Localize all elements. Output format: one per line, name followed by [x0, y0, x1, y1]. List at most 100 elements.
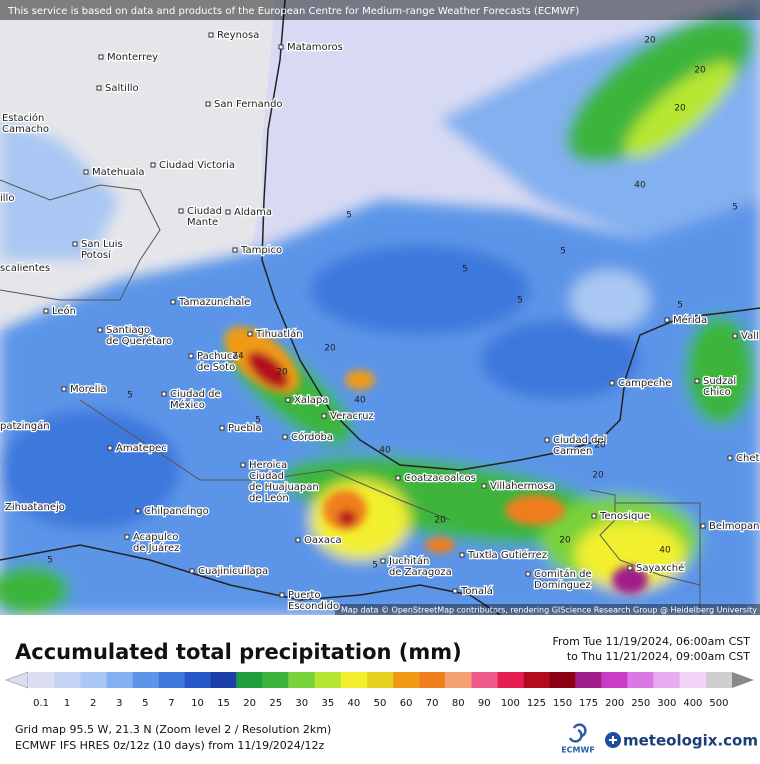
- brand: meteologix.com: [623, 732, 758, 750]
- legend-swatch: [184, 672, 211, 688]
- contour-label: 40: [659, 546, 671, 556]
- places: Reynosa Matamoros Monterrey Saltillo Estació…: [0, 29, 760, 614]
- legend-swatch: [288, 672, 315, 688]
- city-marker: [219, 425, 225, 431]
- contour-label: 20: [644, 36, 656, 46]
- city-marker: [83, 169, 89, 175]
- city-marker: [380, 558, 386, 564]
- city-marker: [240, 462, 246, 468]
- map: [0, 0, 760, 615]
- contour-label: 5: [127, 391, 133, 401]
- borders: [0, 179, 701, 615]
- place-label: Pachuca: [197, 351, 239, 362]
- legend-label: 25: [269, 698, 282, 709]
- city-marker: [279, 592, 285, 598]
- legend-swatch: [497, 672, 524, 688]
- legend-label: 125: [527, 698, 546, 709]
- city-marker: [124, 534, 130, 540]
- contour-labels: 20 20 20 5 5 5 5 5 5 74 20 40 40 40 20 20 20 40 5 5 5 5 20 20: [47, 36, 738, 571]
- contour-label: 20: [324, 344, 336, 354]
- place-label: Zihuatanejo: [5, 502, 65, 513]
- legend-swatch: [158, 672, 185, 688]
- legend-swatch: [575, 672, 602, 688]
- place-label: Ciudad: [187, 206, 222, 217]
- place-label: Tamazunchale: [178, 297, 250, 308]
- place-label: León: [52, 305, 76, 317]
- place-label: Carmen: [553, 446, 592, 457]
- legend-label: 30: [295, 698, 308, 709]
- legend-swatch: [210, 672, 237, 688]
- city-marker: [452, 588, 458, 594]
- place-label: Estación: [2, 112, 44, 124]
- place-label: Tenosique: [599, 511, 650, 522]
- legend-label: 1: [64, 698, 70, 709]
- contour-label: 5: [372, 561, 378, 571]
- attribution-bottom: Map data © OpenStreetMap contributors, r…: [341, 606, 757, 615]
- period-to: to Thu 11/21/2024, 09:00am CST: [567, 650, 750, 663]
- place-label: Oaxaca: [304, 535, 342, 546]
- legend-label: 150: [553, 698, 572, 709]
- contour-label: 20: [694, 66, 706, 76]
- legend-swatch: [28, 672, 55, 688]
- place-label: Mante: [187, 217, 218, 228]
- legend-swatch: [106, 672, 133, 688]
- contour-label: 20: [276, 368, 288, 378]
- contour-label: 5: [462, 265, 468, 275]
- legend-swatch: [340, 672, 367, 688]
- legend-swatch: [627, 672, 654, 688]
- legend-label: 175: [579, 698, 598, 709]
- city-marker: [188, 353, 194, 359]
- attribution-top: This service is based on data and produc…: [7, 6, 579, 17]
- legend-label: 90: [478, 698, 491, 709]
- contour-label: 40: [634, 181, 646, 191]
- city-marker: [278, 44, 284, 50]
- city-marker: [107, 445, 113, 451]
- legend-scale: 0.1 1 2 3 5 7 10 15 20 25 30 35 40 50 60 70 80 90 100 125 15…: [5, 671, 754, 709]
- place-label: Chilpancingo: [144, 506, 209, 517]
- legend-label: 40: [348, 698, 361, 709]
- legend-label: 35: [321, 698, 334, 709]
- legend-swatch: [54, 672, 81, 688]
- city-marker: [664, 317, 670, 323]
- city-marker: [282, 434, 288, 440]
- precip-core: [224, 326, 648, 594]
- legend-label: 300: [657, 698, 676, 709]
- place-label: México: [170, 399, 205, 411]
- place-label: Morelia: [70, 384, 106, 395]
- city-marker: [205, 101, 211, 107]
- city-marker: [208, 32, 214, 38]
- city-marker: [395, 475, 401, 481]
- place-label: Matehuala: [92, 167, 145, 178]
- city-marker: [61, 386, 67, 392]
- city-marker: [459, 552, 465, 558]
- legend-swatch: [262, 672, 289, 688]
- legend-swatch: [366, 672, 394, 688]
- place-label: Potosí: [81, 249, 112, 261]
- city-marker: [694, 378, 700, 384]
- legend-swatch: [705, 672, 732, 688]
- place-label: Ciudad: [249, 471, 284, 482]
- city-marker: [295, 537, 301, 543]
- legend-swatch: [653, 672, 680, 688]
- place-label: de Juárez: [133, 542, 179, 554]
- place-label: Comitán de: [534, 568, 592, 580]
- city-marker: [161, 391, 167, 397]
- place-label: Puerto: [288, 590, 321, 601]
- legend-swatch: [549, 672, 576, 688]
- contour-label: 5: [560, 247, 566, 257]
- city-marker: [321, 413, 327, 419]
- place-label: scalientes: [0, 263, 50, 274]
- place-label: Ciudad de: [170, 389, 221, 400]
- legend-swatch: [601, 672, 628, 688]
- place-label: Mérida: [673, 314, 707, 326]
- legend-label: 15: [217, 698, 230, 709]
- precip-field: [0, 0, 760, 615]
- place-label: San Fernando: [214, 99, 283, 110]
- contour-label: 5: [732, 203, 738, 213]
- city-marker: [285, 397, 291, 403]
- legend-label: 7: [168, 698, 174, 709]
- legend-swatch: [80, 672, 107, 688]
- legend-label: 20: [243, 698, 256, 709]
- ecmwf-logo: ECMWF: [561, 723, 595, 755]
